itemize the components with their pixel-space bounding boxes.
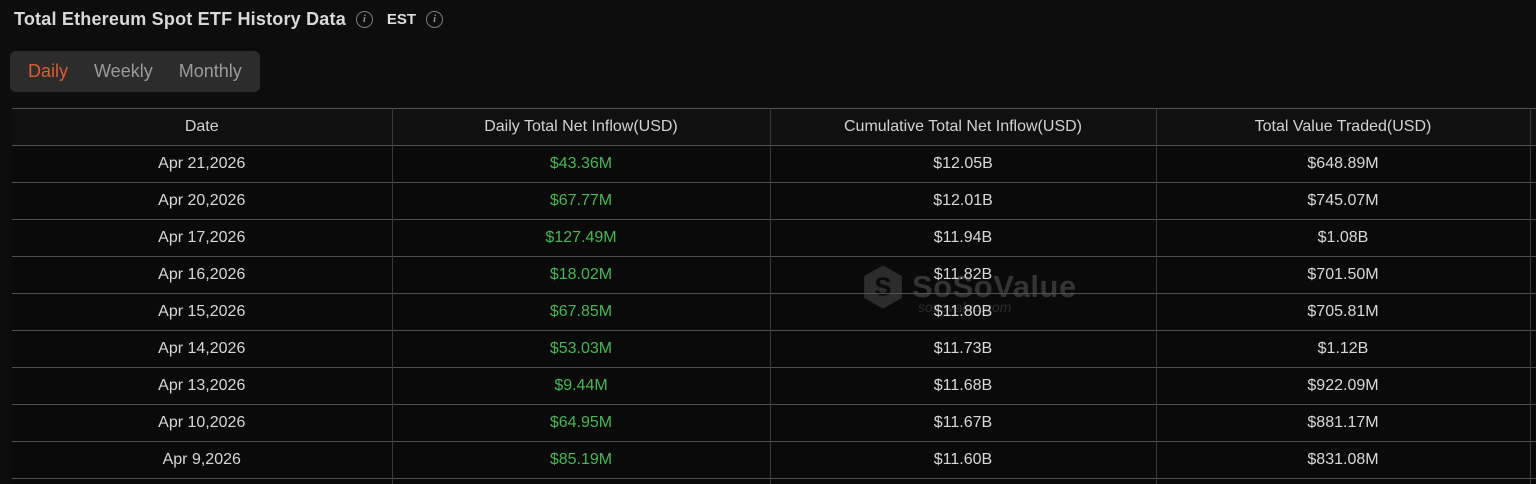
column-header-traded: Total Value Traded(USD) — [1156, 108, 1531, 146]
cell-extra — [1530, 441, 1536, 479]
cell-value-traded: $922.09M — [1156, 367, 1531, 405]
table-row: Apr 13,2026 $9.44M $11.68B $922.09M — [12, 367, 1536, 405]
column-header-extra — [1530, 108, 1536, 146]
cell-extra — [1530, 219, 1536, 257]
table-row: Apr 9,2026 $85.19M $11.60B $831.08M — [12, 441, 1536, 479]
cell-value-traded: $745.07M — [1156, 182, 1531, 220]
cell-extra — [1530, 182, 1536, 220]
cell-extra — [1530, 293, 1536, 331]
table-row: Apr 15,2026 $67.85M $11.80B $705.81M — [12, 293, 1536, 331]
cell-value-traded: $705.81M — [1156, 293, 1531, 331]
cell-cumulative-inflow: $11.68B — [770, 367, 1157, 405]
cell-cumulative-inflow: $11.94B — [770, 219, 1157, 257]
cell-value-traded: $648.89M — [1156, 145, 1531, 183]
column-header-date: Date — [12, 108, 393, 146]
cell-date — [12, 478, 393, 484]
tab-monthly[interactable]: Monthly — [178, 61, 242, 81]
cell-value-traded: $1.08B — [1156, 219, 1531, 257]
timezone-info-icon[interactable]: i — [426, 10, 444, 28]
cell-date: Apr 21,2026 — [12, 145, 393, 183]
timezone-label: EST — [386, 10, 417, 28]
table-body: Apr 21,2026 $43.36M $12.05B $648.89M Apr… — [12, 145, 1536, 484]
cell-cumulative-inflow: $11.67B — [770, 404, 1157, 442]
cell-daily-inflow: $64.95M — [392, 404, 771, 442]
cell-cumulative-inflow: $12.01B — [770, 182, 1157, 220]
cell-value-traded: $881.17M — [1156, 404, 1531, 442]
cell-extra — [1530, 404, 1536, 442]
table-header: Date Daily Total Net Inflow(USD) Cumulat… — [12, 108, 1536, 146]
cell-daily-inflow: $53.03M — [392, 330, 771, 368]
table-row: Apr 17,2026 $127.49M $11.94B $1.08B — [12, 219, 1536, 257]
cell-daily-inflow: $67.77M — [392, 182, 771, 220]
column-header-daily: Daily Total Net Inflow(USD) — [392, 108, 771, 146]
cell-cumulative-inflow: $11.73B — [770, 330, 1157, 368]
table-row: Apr 21,2026 $43.36M $12.05B $648.89M — [12, 145, 1536, 183]
cell-value-traded: $831.08M — [1156, 441, 1531, 479]
table-row: Apr 20,2026 $67.77M $12.01B $745.07M — [12, 182, 1536, 220]
page-title: Total Ethereum Spot ETF History Data — [14, 8, 346, 29]
cell-date: Apr 15,2026 — [12, 293, 393, 331]
tab-daily[interactable]: Daily — [28, 61, 69, 81]
cell-extra — [1530, 330, 1536, 368]
cell-date: Apr 10,2026 — [12, 404, 393, 442]
cell-daily-inflow: $9.44M — [392, 367, 771, 405]
cell-daily-inflow: $67.85M — [392, 293, 771, 331]
info-icon[interactable]: i — [355, 10, 373, 28]
table-row — [12, 478, 1536, 484]
cell-date: Apr 17,2026 — [12, 219, 393, 257]
interval-tab-bar: Daily Weekly Monthly — [10, 51, 260, 92]
cell-date: Apr 14,2026 — [12, 330, 393, 368]
cell-extra — [1530, 367, 1536, 405]
history-table-scroll-area[interactable]: S SoSoValue sosovalue.com Date Daily Tot… — [12, 108, 1536, 484]
cell-extra — [1530, 256, 1536, 294]
cell-extra — [1530, 478, 1536, 484]
cell-extra — [1530, 145, 1536, 183]
cell-value-traded: $701.50M — [1156, 256, 1531, 294]
cell-date: Apr 13,2026 — [12, 367, 393, 405]
cell-date: Apr 16,2026 — [12, 256, 393, 294]
header: Total Ethereum Spot ETF History Data i E… — [14, 6, 444, 32]
cell-daily-inflow — [392, 478, 771, 484]
cell-cumulative-inflow: $11.82B — [770, 256, 1157, 294]
cell-daily-inflow: $85.19M — [392, 441, 771, 479]
table-row: Apr 16,2026 $18.02M $11.82B $701.50M — [12, 256, 1536, 294]
tab-weekly[interactable]: Weekly — [94, 61, 153, 81]
cell-daily-inflow: $43.36M — [392, 145, 771, 183]
cell-value-traded: $1.12B — [1156, 330, 1531, 368]
cell-date: Apr 9,2026 — [12, 441, 393, 479]
cell-cumulative-inflow: $11.80B — [770, 293, 1157, 331]
cell-date: Apr 20,2026 — [12, 182, 393, 220]
table-row: Apr 10,2026 $64.95M $11.67B $881.17M — [12, 404, 1536, 442]
cell-daily-inflow: $18.02M — [392, 256, 771, 294]
cell-cumulative-inflow — [770, 478, 1157, 484]
cell-cumulative-inflow: $11.60B — [770, 441, 1157, 479]
column-header-cumulative: Cumulative Total Net Inflow(USD) — [770, 108, 1157, 146]
cell-value-traded — [1156, 478, 1531, 484]
cell-daily-inflow: $127.49M — [392, 219, 771, 257]
cell-cumulative-inflow: $12.05B — [770, 145, 1157, 183]
table-row: Apr 14,2026 $53.03M $11.73B $1.12B — [12, 330, 1536, 368]
history-table: Date Daily Total Net Inflow(USD) Cumulat… — [12, 108, 1536, 484]
